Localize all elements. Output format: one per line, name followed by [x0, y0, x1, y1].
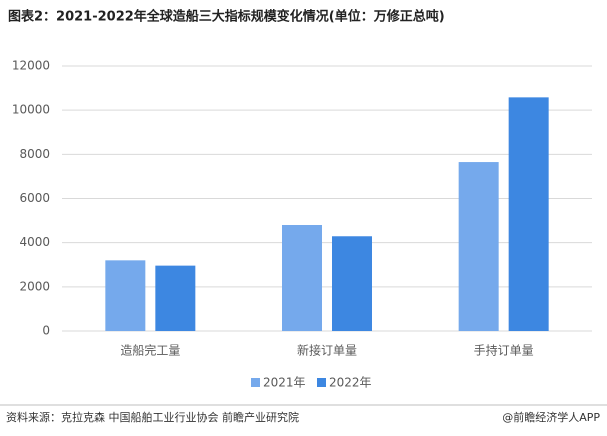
y-tick-label: 6000: [19, 191, 50, 205]
y-tick-label: 4000: [19, 235, 50, 249]
y-tick-label: 0: [42, 324, 50, 338]
y-tick-label: 2000: [19, 279, 50, 293]
y-tick-label: 10000: [12, 103, 50, 117]
y-tick-label: 12000: [12, 59, 50, 73]
bar: [508, 97, 549, 331]
legend-swatch: [251, 378, 260, 387]
legend-label: 2021年: [263, 376, 306, 390]
bar: [458, 162, 499, 331]
y-tick-label: 8000: [19, 147, 50, 161]
x-tick-label: 手持订单量: [474, 343, 534, 358]
legend-swatch: [317, 378, 326, 387]
x-tick-label: 新接订单量: [297, 343, 357, 358]
chart-title: 图表2：2021-2022年全球造船三大指标规模变化情况(单位：万修正总吨): [8, 9, 445, 25]
bar: [332, 236, 372, 331]
credit: @前瞻经济学人APP: [502, 410, 600, 424]
bar: [105, 260, 146, 331]
bar: [282, 225, 322, 331]
source-note: 资料来源：克拉克森 中国船舶工业行业协会 前瞻产业研究院: [6, 410, 299, 424]
x-tick-label: 造船完工量: [120, 343, 180, 358]
legend-label: 2022年: [329, 376, 372, 390]
bar: [155, 265, 196, 331]
